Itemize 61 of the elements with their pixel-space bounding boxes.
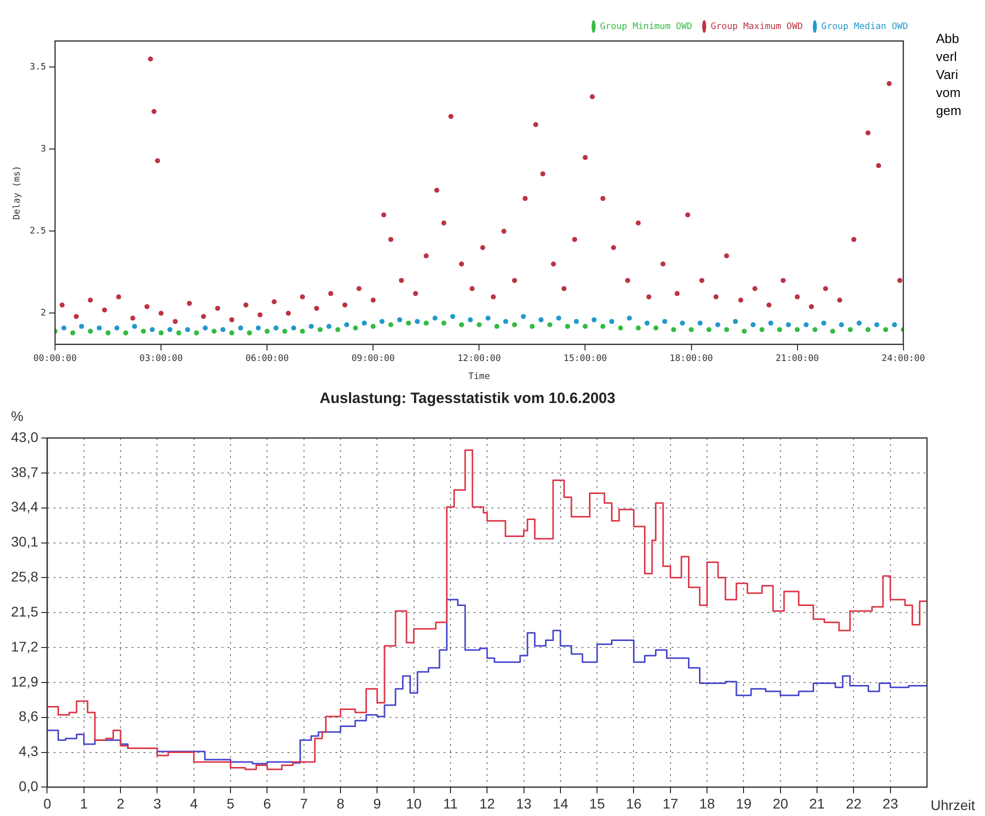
x-tick-label: 19 [736,795,752,812]
legend-label: Group Maximum OWD [710,22,803,32]
y-tick-label: 3.5 [30,62,46,73]
x-tick-label: 8 [336,795,345,812]
y-axis-title: Delay (ms) [12,166,23,220]
x-tick-label: 4 [190,795,198,812]
y-tick-label: 3 [40,144,46,155]
x-tick-label: 20 [772,795,788,812]
y-tick-label: 0,0 [18,778,38,794]
x-tick-label: 11 [443,795,458,812]
x-tick-label: 7 [300,795,308,812]
chart-title: Auslastung: Tagesstatistik vom 10.6.2003 [320,390,616,408]
y-tick-label: 2.5 [30,226,46,237]
y-tick-label: 17,2 [11,638,38,654]
y-tick-label: 12,9 [11,673,38,690]
y-tick-label: 30,1 [11,534,38,550]
x-tick-label: 18:00:00 [670,354,713,364]
x-tick-label: 12 [479,795,496,812]
legend-label: Group Median OWD [821,22,908,32]
x-tick-label: 6 [263,795,272,812]
text: Abb [936,30,960,48]
x-tick-label: 9 [373,795,382,812]
x-tick-label: 24:00:00 [882,354,926,364]
x-tick-label: 12:00:00 [458,354,501,364]
x-tick-label: 13 [516,795,532,812]
x-tick-label: 09:00:00 [351,354,395,364]
x-tick-label: 16 [626,795,642,812]
x-tick-label: 17 [662,795,678,812]
x-axis-title: Time [468,372,490,382]
legend-label: Group Minimum OWD [600,22,692,32]
x-tick-label: 21 [809,795,826,812]
x-tick-label: 1 [80,795,88,812]
y-tick-label: 4,3 [18,743,38,760]
x-axis-title: Uhrzeit [930,797,976,814]
x-tick-label: 22 [846,795,862,812]
x-tick-label: 15:00:00 [564,354,607,364]
x-tick-label: 14 [552,795,568,812]
x-tick-label: 3 [153,795,162,812]
x-tick-label: 21:00:00 [776,354,819,364]
text: Vari [936,66,960,84]
y-tick-label: 2 [40,308,46,319]
y-axis-title: % [11,408,24,424]
y-tick-label: 43,0 [11,428,38,445]
y-tick-label: 21,5 [11,603,38,620]
text: gem [936,102,962,120]
x-tick-label: 00:00:00 [33,354,77,364]
y-tick-label: 34,4 [11,498,38,515]
x-tick-label: 18 [699,795,716,812]
x-tick-label: 15 [589,795,606,812]
x-tick-label: 5 [226,795,235,812]
y-tick-label: 8,6 [18,708,38,724]
text: vom [936,84,962,102]
x-tick-label: 03:00:00 [139,354,183,364]
x-tick-label: 0 [43,795,52,812]
y-tick-label: 25,8 [11,568,38,585]
text: verl [936,48,958,66]
x-tick-label: 10 [406,795,422,812]
x-tick-label: 2 [116,795,125,812]
x-tick-label: 06:00:00 [245,354,289,364]
x-tick-label: 23 [882,795,898,812]
y-tick-label: 38,7 [11,464,38,480]
